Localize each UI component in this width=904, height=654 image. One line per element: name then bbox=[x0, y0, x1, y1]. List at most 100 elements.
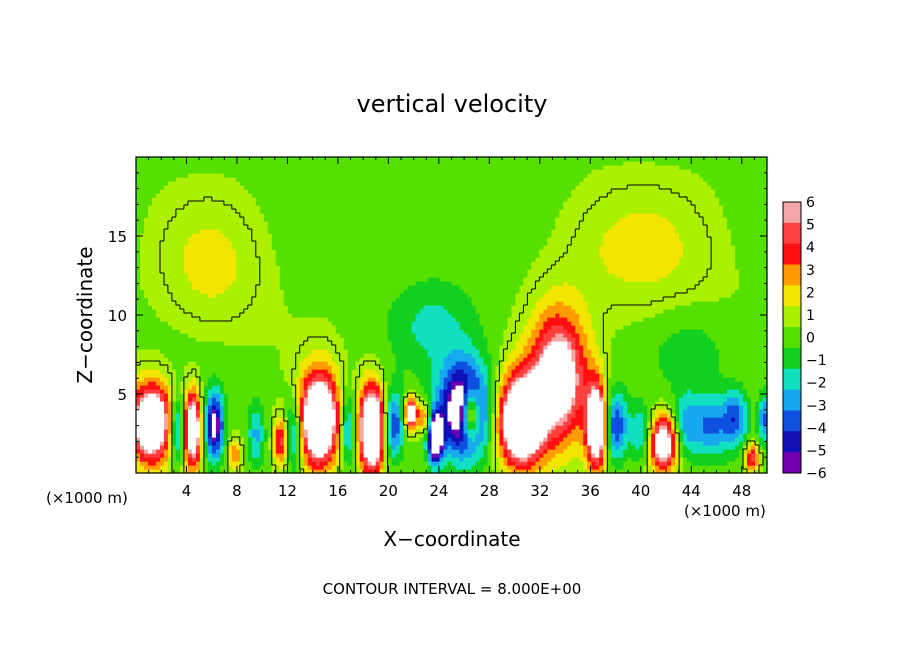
heatmap-cell bbox=[623, 373, 628, 378]
heatmap-cell bbox=[407, 373, 413, 378]
heatmap-cell bbox=[667, 449, 672, 454]
heatmap-cell bbox=[171, 369, 177, 374]
heatmap-cell bbox=[179, 353, 185, 358]
heatmap-cell bbox=[519, 449, 524, 454]
heatmap-cell bbox=[235, 389, 241, 394]
heatmap-cell bbox=[287, 445, 293, 450]
heatmap-cell bbox=[175, 389, 181, 394]
heatmap-cell bbox=[763, 389, 768, 394]
heatmap-cell bbox=[395, 405, 401, 410]
heatmap-cell bbox=[255, 373, 261, 378]
heatmap-cell bbox=[523, 429, 528, 434]
heatmap-cell bbox=[511, 373, 516, 378]
heatmap-cell bbox=[503, 377, 509, 382]
heatmap-cell bbox=[299, 409, 305, 414]
heatmap-cell bbox=[647, 357, 652, 362]
heatmap-cell bbox=[143, 405, 149, 410]
heatmap-cell bbox=[267, 393, 273, 398]
heatmap-cell bbox=[467, 437, 473, 442]
heatmap-cell bbox=[595, 397, 600, 402]
heatmap-cell bbox=[515, 389, 520, 394]
heatmap-cell bbox=[291, 413, 297, 418]
heatmap-cell bbox=[507, 377, 512, 382]
heatmap-cell bbox=[195, 449, 201, 454]
heatmap-cell bbox=[559, 393, 564, 398]
heatmap-cell bbox=[355, 461, 361, 466]
heatmap-cell bbox=[155, 369, 161, 374]
heatmap-cell bbox=[515, 393, 520, 398]
heatmap-cell bbox=[139, 389, 145, 394]
heatmap-cell bbox=[147, 457, 153, 462]
heatmap-cell bbox=[527, 389, 532, 394]
heatmap-cell bbox=[727, 449, 732, 454]
heatmap-cell bbox=[583, 453, 588, 458]
heatmap-cell bbox=[271, 345, 277, 350]
heatmap-cell bbox=[587, 373, 592, 378]
heatmap-cell bbox=[659, 437, 664, 442]
heatmap-cell bbox=[331, 441, 337, 446]
heatmap-cell bbox=[359, 413, 365, 418]
heatmap-cell bbox=[471, 445, 477, 450]
heatmap-cell bbox=[571, 381, 576, 386]
heatmap-cell bbox=[599, 369, 604, 374]
heatmap-cell bbox=[555, 409, 560, 414]
heatmap-cell bbox=[739, 441, 744, 446]
heatmap-cell bbox=[663, 389, 668, 394]
heatmap-cell bbox=[583, 397, 588, 402]
heatmap-cell bbox=[307, 449, 313, 454]
heatmap-cell bbox=[559, 369, 564, 374]
heatmap-cell bbox=[247, 433, 253, 438]
heatmap-cell bbox=[199, 425, 205, 430]
heatmap-cell bbox=[303, 453, 309, 458]
heatmap-cell bbox=[651, 369, 656, 374]
heatmap-cell bbox=[227, 457, 233, 462]
heatmap-cell bbox=[287, 429, 293, 434]
heatmap-cell bbox=[551, 445, 556, 450]
heatmap-cell bbox=[191, 397, 197, 402]
heatmap-cell bbox=[535, 405, 540, 410]
heatmap-cell bbox=[463, 373, 469, 378]
heatmap-cell bbox=[319, 425, 325, 430]
heatmap-cell bbox=[391, 453, 397, 458]
heatmap-cell bbox=[367, 417, 373, 422]
heatmap-cell bbox=[651, 417, 656, 422]
heatmap-cell bbox=[219, 353, 225, 358]
heatmap-cell bbox=[163, 397, 169, 402]
heatmap-cell bbox=[271, 461, 277, 466]
heatmap-cell bbox=[187, 349, 193, 354]
heatmap-cell bbox=[387, 389, 393, 394]
heatmap-cell bbox=[559, 465, 564, 470]
heatmap-cell bbox=[475, 425, 481, 430]
heatmap-cell bbox=[267, 373, 273, 378]
heatmap-cell bbox=[735, 441, 740, 446]
heatmap-cell bbox=[207, 425, 213, 430]
heatmap-cell bbox=[379, 453, 385, 458]
heatmap-cell bbox=[755, 381, 760, 386]
heatmap-cell bbox=[691, 381, 696, 386]
heatmap-cell bbox=[267, 441, 273, 446]
heatmap-cell bbox=[623, 369, 628, 374]
heatmap-cell bbox=[187, 353, 193, 358]
heatmap-cell bbox=[663, 377, 668, 382]
heatmap-cell bbox=[287, 389, 293, 394]
heatmap-cell bbox=[203, 437, 209, 442]
heatmap-cell bbox=[227, 357, 233, 362]
heatmap-cell bbox=[575, 385, 580, 390]
heatmap-cell bbox=[219, 413, 225, 418]
heatmap-cell bbox=[491, 425, 497, 430]
heatmap-cell bbox=[623, 453, 628, 458]
heatmap-cell bbox=[435, 373, 441, 378]
heatmap-cell bbox=[215, 353, 221, 358]
heatmap-cell bbox=[635, 357, 640, 362]
heatmap-cell bbox=[635, 469, 640, 474]
heatmap-cell bbox=[763, 377, 768, 382]
heatmap-cell bbox=[567, 353, 572, 358]
heatmap-cell bbox=[403, 357, 409, 362]
heatmap-cell bbox=[527, 433, 532, 438]
heatmap-cell bbox=[271, 453, 277, 458]
heatmap-cell bbox=[263, 409, 269, 414]
heatmap-cell bbox=[355, 369, 361, 374]
heatmap-cell bbox=[175, 365, 181, 370]
heatmap-cell bbox=[739, 385, 744, 390]
heatmap-cell bbox=[567, 365, 572, 370]
